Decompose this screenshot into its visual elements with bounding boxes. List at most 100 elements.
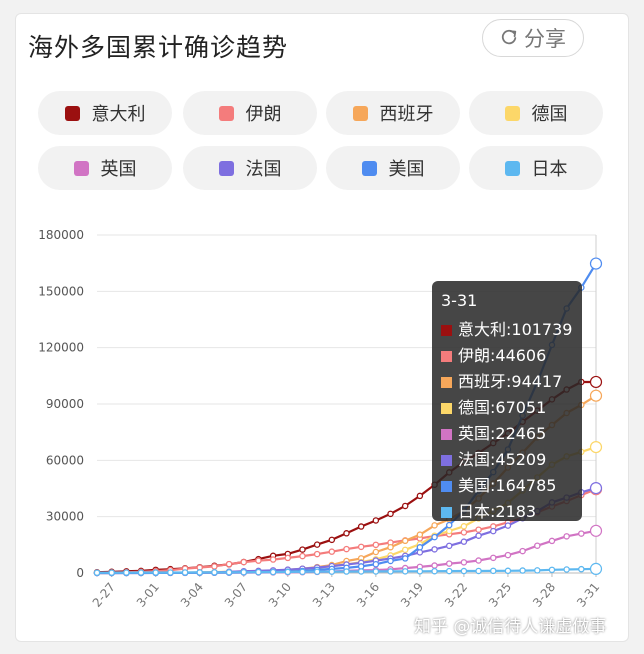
y-tick-label: 30000: [46, 510, 84, 524]
data-point: [240, 558, 248, 566]
x-tick-label: 2-27: [90, 580, 118, 610]
legend-swatch: [218, 105, 234, 121]
data-point: [563, 566, 570, 573]
data-point: [563, 533, 570, 540]
data-point: [313, 568, 321, 575]
x-tick-label: 3-01: [134, 580, 162, 610]
data-point: [490, 567, 497, 575]
data-point: [387, 543, 394, 551]
watermark: 知乎 @诚信待人谦虚做事: [414, 617, 607, 637]
tooltip-row: 西班牙:94417: [441, 369, 573, 395]
data-point: [137, 569, 145, 576]
chart-tooltip: 3-31 意大利:101739 伊朗:44606 西班牙:94417 德国:67…: [432, 281, 582, 521]
tooltip-row: 英国:22465: [441, 421, 573, 447]
x-tick-label: 3-19: [398, 580, 426, 610]
data-point: [589, 562, 603, 576]
x-tick-label: 3-13: [310, 580, 338, 610]
tooltip-swatch: [441, 324, 452, 336]
y-tick-label: 0: [76, 566, 84, 580]
data-point: [519, 567, 526, 574]
x-tick-label: 3-28: [530, 580, 558, 610]
legend-label: 意大利: [91, 104, 146, 125]
data-point: [225, 569, 233, 576]
data-point: [196, 569, 203, 576]
data-point: [123, 569, 130, 576]
legend-label: 日本: [531, 159, 568, 180]
tooltip-swatch: [441, 428, 452, 440]
data-point: [387, 510, 394, 518]
data-point: [548, 537, 556, 545]
legend-item-italy[interactable]: 意大利: [38, 91, 172, 135]
data-point: [269, 568, 277, 576]
tooltip-swatch: [441, 402, 452, 414]
data-point: [313, 550, 321, 558]
x-tick-label: 3-22: [442, 580, 470, 610]
data-point: [475, 526, 482, 533]
data-point: [313, 541, 321, 548]
legend-item-uk[interactable]: 英国: [38, 146, 172, 190]
data-point: [490, 527, 497, 535]
data-point: [387, 557, 394, 565]
tooltip-swatch: [441, 506, 452, 518]
data-point: [93, 569, 101, 576]
data-point: [475, 557, 482, 564]
tooltip-row: 伊朗:44606: [441, 343, 573, 369]
legend-item-france[interactable]: 法国: [183, 146, 317, 190]
data-point: [372, 560, 380, 568]
data-point: [460, 529, 468, 536]
data-point: [460, 523, 468, 530]
data-point: [240, 568, 248, 576]
data-point: [578, 565, 585, 573]
data-point: [534, 567, 541, 574]
data-point: [152, 569, 159, 576]
legend-item-iran[interactable]: 伊朗: [183, 91, 317, 135]
legend-item-spain[interactable]: 西班牙: [326, 91, 460, 135]
x-tick-label: 3-10: [266, 580, 294, 610]
x-tick-label: 3-31: [574, 580, 602, 610]
data-point: [372, 568, 380, 575]
tooltip-swatch: [441, 350, 452, 362]
tooltip-swatch: [441, 454, 452, 466]
data-point: [475, 532, 482, 539]
tooltip-swatch: [441, 376, 452, 388]
data-point: [269, 556, 277, 563]
tooltip-row: 德国:67051: [441, 395, 573, 421]
data-point: [504, 522, 512, 529]
legend-swatch: [218, 160, 234, 176]
x-tick-label: 3-07: [222, 580, 250, 610]
data-point: [401, 502, 409, 510]
data-point: [343, 530, 350, 537]
data-point: [343, 568, 350, 575]
data-point: [548, 566, 556, 574]
data-point: [328, 548, 336, 555]
data-point: [401, 568, 409, 575]
data-point: [589, 257, 603, 270]
data-point: [328, 568, 336, 575]
data-point: [445, 527, 453, 535]
legend-swatch: [504, 105, 520, 121]
legend-item-usa[interactable]: 美国: [326, 146, 460, 190]
tooltip-row: 法国:45209: [441, 447, 573, 473]
data-point: [211, 563, 218, 570]
data-point: [416, 544, 424, 551]
tooltip-row-text: 西班牙:94417: [458, 372, 563, 391]
legend-swatch: [64, 105, 80, 121]
tooltip-row: 意大利:101739: [441, 317, 573, 343]
data-point: [401, 555, 409, 562]
share-button[interactable]: 分享: [482, 19, 584, 57]
data-point: [445, 560, 453, 567]
y-tick-label: 120000: [38, 341, 84, 355]
data-point: [181, 569, 189, 576]
tooltip-row: 日本:2183: [441, 499, 573, 525]
tooltip-date: 3-31: [441, 291, 478, 310]
data-point: [589, 482, 603, 495]
data-point: [589, 389, 603, 402]
data-point: [431, 522, 438, 529]
legend-item-japan[interactable]: 日本: [469, 146, 603, 190]
tooltip-row-text: 法国:45209: [458, 450, 547, 469]
y-tick-label: 90000: [46, 397, 84, 411]
data-point: [460, 559, 468, 566]
legend-item-germany[interactable]: 德国: [469, 91, 603, 135]
x-tick-label: 3-16: [354, 580, 382, 610]
data-point: [225, 560, 233, 568]
